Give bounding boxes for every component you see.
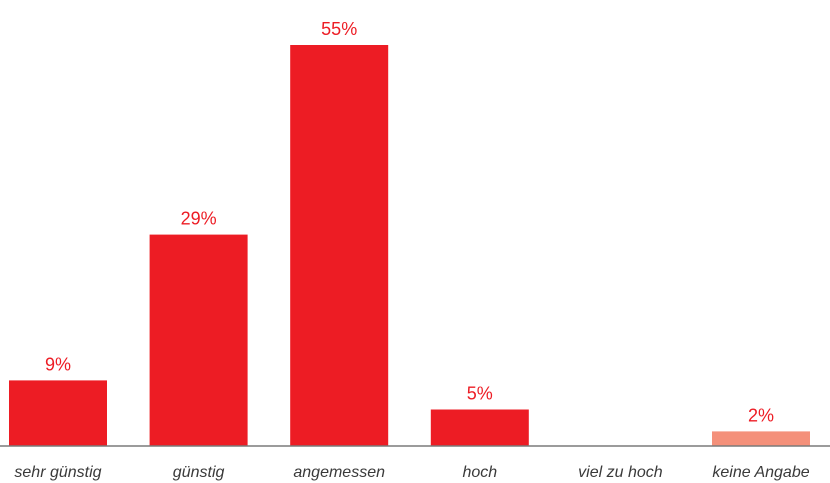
bar-2 (149, 234, 248, 446)
value-label-1: 9% (45, 354, 71, 374)
bar-3 (290, 45, 389, 446)
bars-group (9, 45, 810, 446)
bar-1 (9, 380, 107, 446)
category-labels-group: sehr günstig günstig angemessen hoch viel zu… (14, 464, 809, 481)
bar-4 (430, 409, 529, 446)
category-label-1: sehr günstig (14, 464, 101, 481)
bar-6 (712, 431, 810, 446)
value-label-4: 5% (467, 384, 493, 404)
value-label-3: 55% (321, 19, 357, 39)
value-labels-group: 9% 29% 55% 5% 2% (45, 19, 774, 425)
value-label-6: 2% (748, 405, 774, 425)
category-label-6: keine Angabe (712, 464, 809, 481)
category-label-4: hoch (462, 464, 497, 481)
category-label-3: angemessen (293, 464, 385, 481)
category-label-5: viel zu hoch (578, 464, 663, 481)
value-label-2: 29% (181, 209, 217, 229)
category-label-2: günstig (173, 464, 225, 481)
